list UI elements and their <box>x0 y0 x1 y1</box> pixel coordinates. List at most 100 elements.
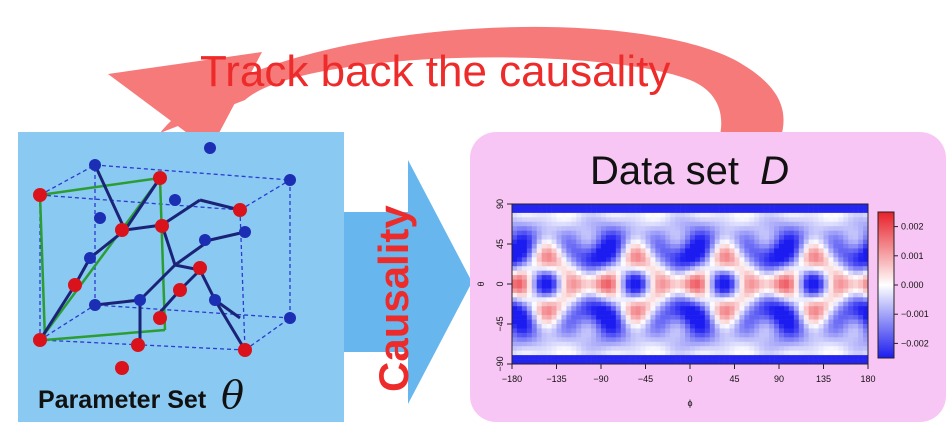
heatmap-cell <box>848 252 854 258</box>
heatmap-cell <box>838 337 844 343</box>
heatmap-cell <box>724 208 730 214</box>
heatmap-cell <box>541 217 547 223</box>
heatmap-cell <box>724 328 730 334</box>
heatmap-cell <box>655 301 661 307</box>
heatmap-cell <box>620 288 627 294</box>
heatmap-cell <box>813 252 819 258</box>
heatmap-cell <box>625 217 631 223</box>
heatmap-cell <box>739 328 745 334</box>
heatmap-cell <box>630 355 636 360</box>
heatmap-cell <box>818 301 824 307</box>
heatmap-cell <box>754 355 760 360</box>
heatmap-cell <box>640 239 646 245</box>
heatmap-cell <box>779 359 785 365</box>
heatmap-cell <box>526 244 533 249</box>
heatmap-cell <box>591 270 597 276</box>
heatmap-cell <box>551 217 557 223</box>
heatmap-cell <box>759 261 765 267</box>
heatmap-cell <box>665 319 671 325</box>
heatmap-cell <box>601 248 607 254</box>
heatmap-cell <box>749 230 755 236</box>
heatmap-cell <box>650 359 656 365</box>
heatmap-cell <box>813 328 819 334</box>
heatmap-cell <box>764 341 770 347</box>
heatmap-cell <box>650 310 656 316</box>
heatmap-cell <box>779 261 785 267</box>
heatmap-cell <box>521 355 528 360</box>
heatmap-cell <box>709 332 716 338</box>
heatmap-cell <box>798 266 805 271</box>
heatmap-cell <box>818 244 824 249</box>
heatmap-cell <box>699 337 706 343</box>
heatmap-cell <box>848 297 854 303</box>
heatmap-cell <box>660 252 666 258</box>
heatmap-cell <box>863 346 869 351</box>
heatmap-cell <box>848 324 854 329</box>
heatmap-cell <box>783 221 790 227</box>
heatmap-cell <box>680 217 686 223</box>
heatmap-cell <box>729 310 735 316</box>
red-atom-0 <box>33 188 47 202</box>
heatmap-cell <box>764 248 770 254</box>
heatmap-cell <box>759 315 765 320</box>
heatmap-cell <box>665 350 671 356</box>
heatmap-cell <box>601 266 607 271</box>
heatmap-cell <box>690 297 696 303</box>
heatmap-cell <box>754 275 760 280</box>
heatmap-cell <box>798 230 805 236</box>
heatmap-cell <box>521 217 528 223</box>
heatmap-cell <box>610 208 617 214</box>
heatmap-cell <box>734 310 740 316</box>
heatmap-cell <box>665 341 671 347</box>
heatmap-cell <box>601 270 607 276</box>
heatmap-cell <box>680 261 686 267</box>
heatmap-cell <box>655 284 661 289</box>
heatmap-cell <box>566 284 572 289</box>
heatmap-cell <box>764 204 770 209</box>
heatmap-cell <box>813 244 819 249</box>
heatmap-cell <box>818 257 824 263</box>
heatmap-cell <box>521 252 528 258</box>
heatmap-cell <box>556 235 562 240</box>
heatmap-cell <box>531 292 538 298</box>
heatmap-cell <box>803 275 809 280</box>
heatmap-cell <box>798 252 805 258</box>
heatmap-cell <box>858 315 864 320</box>
heatmap-cell <box>724 310 730 316</box>
heatmap-cell <box>863 217 869 223</box>
heatmap-cell <box>615 297 622 303</box>
heatmap-cell <box>512 239 518 245</box>
heatmap-cell <box>734 288 740 294</box>
heatmap-cell <box>729 248 735 254</box>
heatmap-cell <box>783 346 790 351</box>
heatmap-cell <box>665 324 671 329</box>
heatmap-cell <box>561 346 567 351</box>
heatmap-cell <box>625 301 631 307</box>
heatmap-cell <box>680 359 686 365</box>
heatmap-cell <box>665 235 671 240</box>
heatmap-cell <box>566 275 572 280</box>
heatmap-cell <box>714 337 720 343</box>
heatmap-cell <box>680 279 686 285</box>
heatmap-cell <box>670 310 676 316</box>
heatmap-cell <box>779 239 785 245</box>
heatmap-cell <box>546 292 552 298</box>
heatmap-cell <box>803 257 809 263</box>
heatmap-cell <box>833 266 839 271</box>
heatmap-cell <box>591 337 597 343</box>
heatmap-cell <box>788 235 795 240</box>
heatmap-cell <box>561 359 567 365</box>
heatmap-cell <box>581 279 587 285</box>
heatmap-cell <box>813 346 819 351</box>
heatmap-cell <box>596 292 602 298</box>
heatmap-cell <box>749 315 755 320</box>
heatmap-cell <box>734 337 740 343</box>
heatmap-cell <box>576 319 582 325</box>
heatmap-cell <box>536 261 542 267</box>
heatmap-cell <box>566 252 572 258</box>
heatmap-cell <box>516 337 523 343</box>
heatmap-cell <box>685 346 691 351</box>
heatmap-cell <box>793 266 800 271</box>
heatmap-cell <box>640 337 646 343</box>
